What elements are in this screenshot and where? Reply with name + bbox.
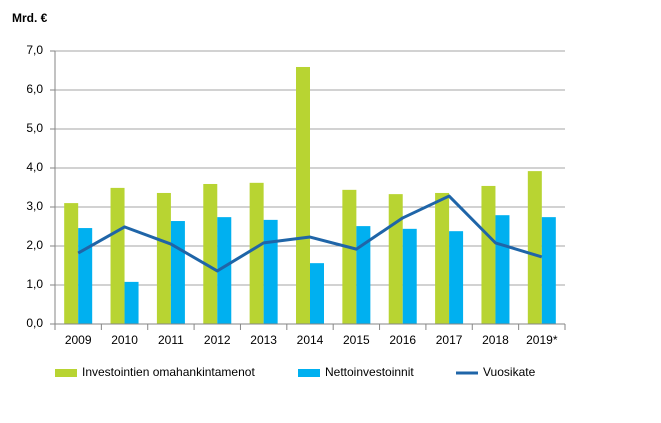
y-tick-label: 0,0 [26, 316, 43, 330]
bar [296, 66, 310, 325]
x-tick-label: 2013 [250, 333, 277, 347]
x-tick-label: 2018 [482, 333, 509, 347]
x-tick-label: 2015 [343, 333, 370, 347]
bar [481, 185, 496, 324]
x-tick-label: 2017 [436, 333, 463, 347]
bar [402, 228, 417, 324]
bar [541, 217, 556, 324]
bar [435, 192, 450, 324]
bar [310, 263, 324, 324]
y-tick-label: 5,0 [26, 121, 43, 135]
legend-label: Investointien omahankintamenot [82, 365, 255, 379]
bar [78, 228, 93, 324]
bar [527, 171, 542, 324]
x-tick-label: 2010 [111, 333, 138, 347]
x-tick-label: 2011 [158, 333, 184, 347]
bar [495, 215, 510, 324]
x-tick-label: 2014 [297, 333, 324, 347]
legend-swatch [55, 369, 77, 377]
bar [110, 187, 125, 324]
x-tick-label: 2016 [389, 333, 416, 347]
line [77, 194, 543, 273]
bar [449, 231, 464, 324]
legend-label: Vuosikate [483, 365, 536, 379]
y-tick-label: 3,0 [26, 199, 43, 213]
bar [356, 226, 371, 324]
y-tick-label: 6,0 [26, 82, 43, 96]
bar [388, 194, 403, 324]
bar [170, 221, 185, 324]
bar [249, 182, 264, 324]
bar [203, 183, 218, 324]
y-tick-label: 7,0 [26, 43, 43, 57]
bar [263, 219, 278, 324]
y-axis-title: Mrd. € [12, 11, 48, 25]
bar [156, 192, 171, 324]
bar [342, 189, 357, 324]
y-tick-label: 1,0 [26, 277, 43, 291]
y-tick-label: 4,0 [26, 160, 43, 174]
legend-label: Nettoinvestoinnit [325, 365, 414, 379]
bar [64, 203, 79, 324]
legend-swatch [298, 369, 320, 377]
y-tick-label: 2,0 [26, 238, 43, 252]
x-tick-label: 2012 [204, 333, 231, 347]
x-tick-label: 2019* [526, 333, 558, 347]
bar [124, 281, 139, 324]
bar [217, 217, 232, 324]
x-tick-label: 2009 [65, 333, 92, 347]
